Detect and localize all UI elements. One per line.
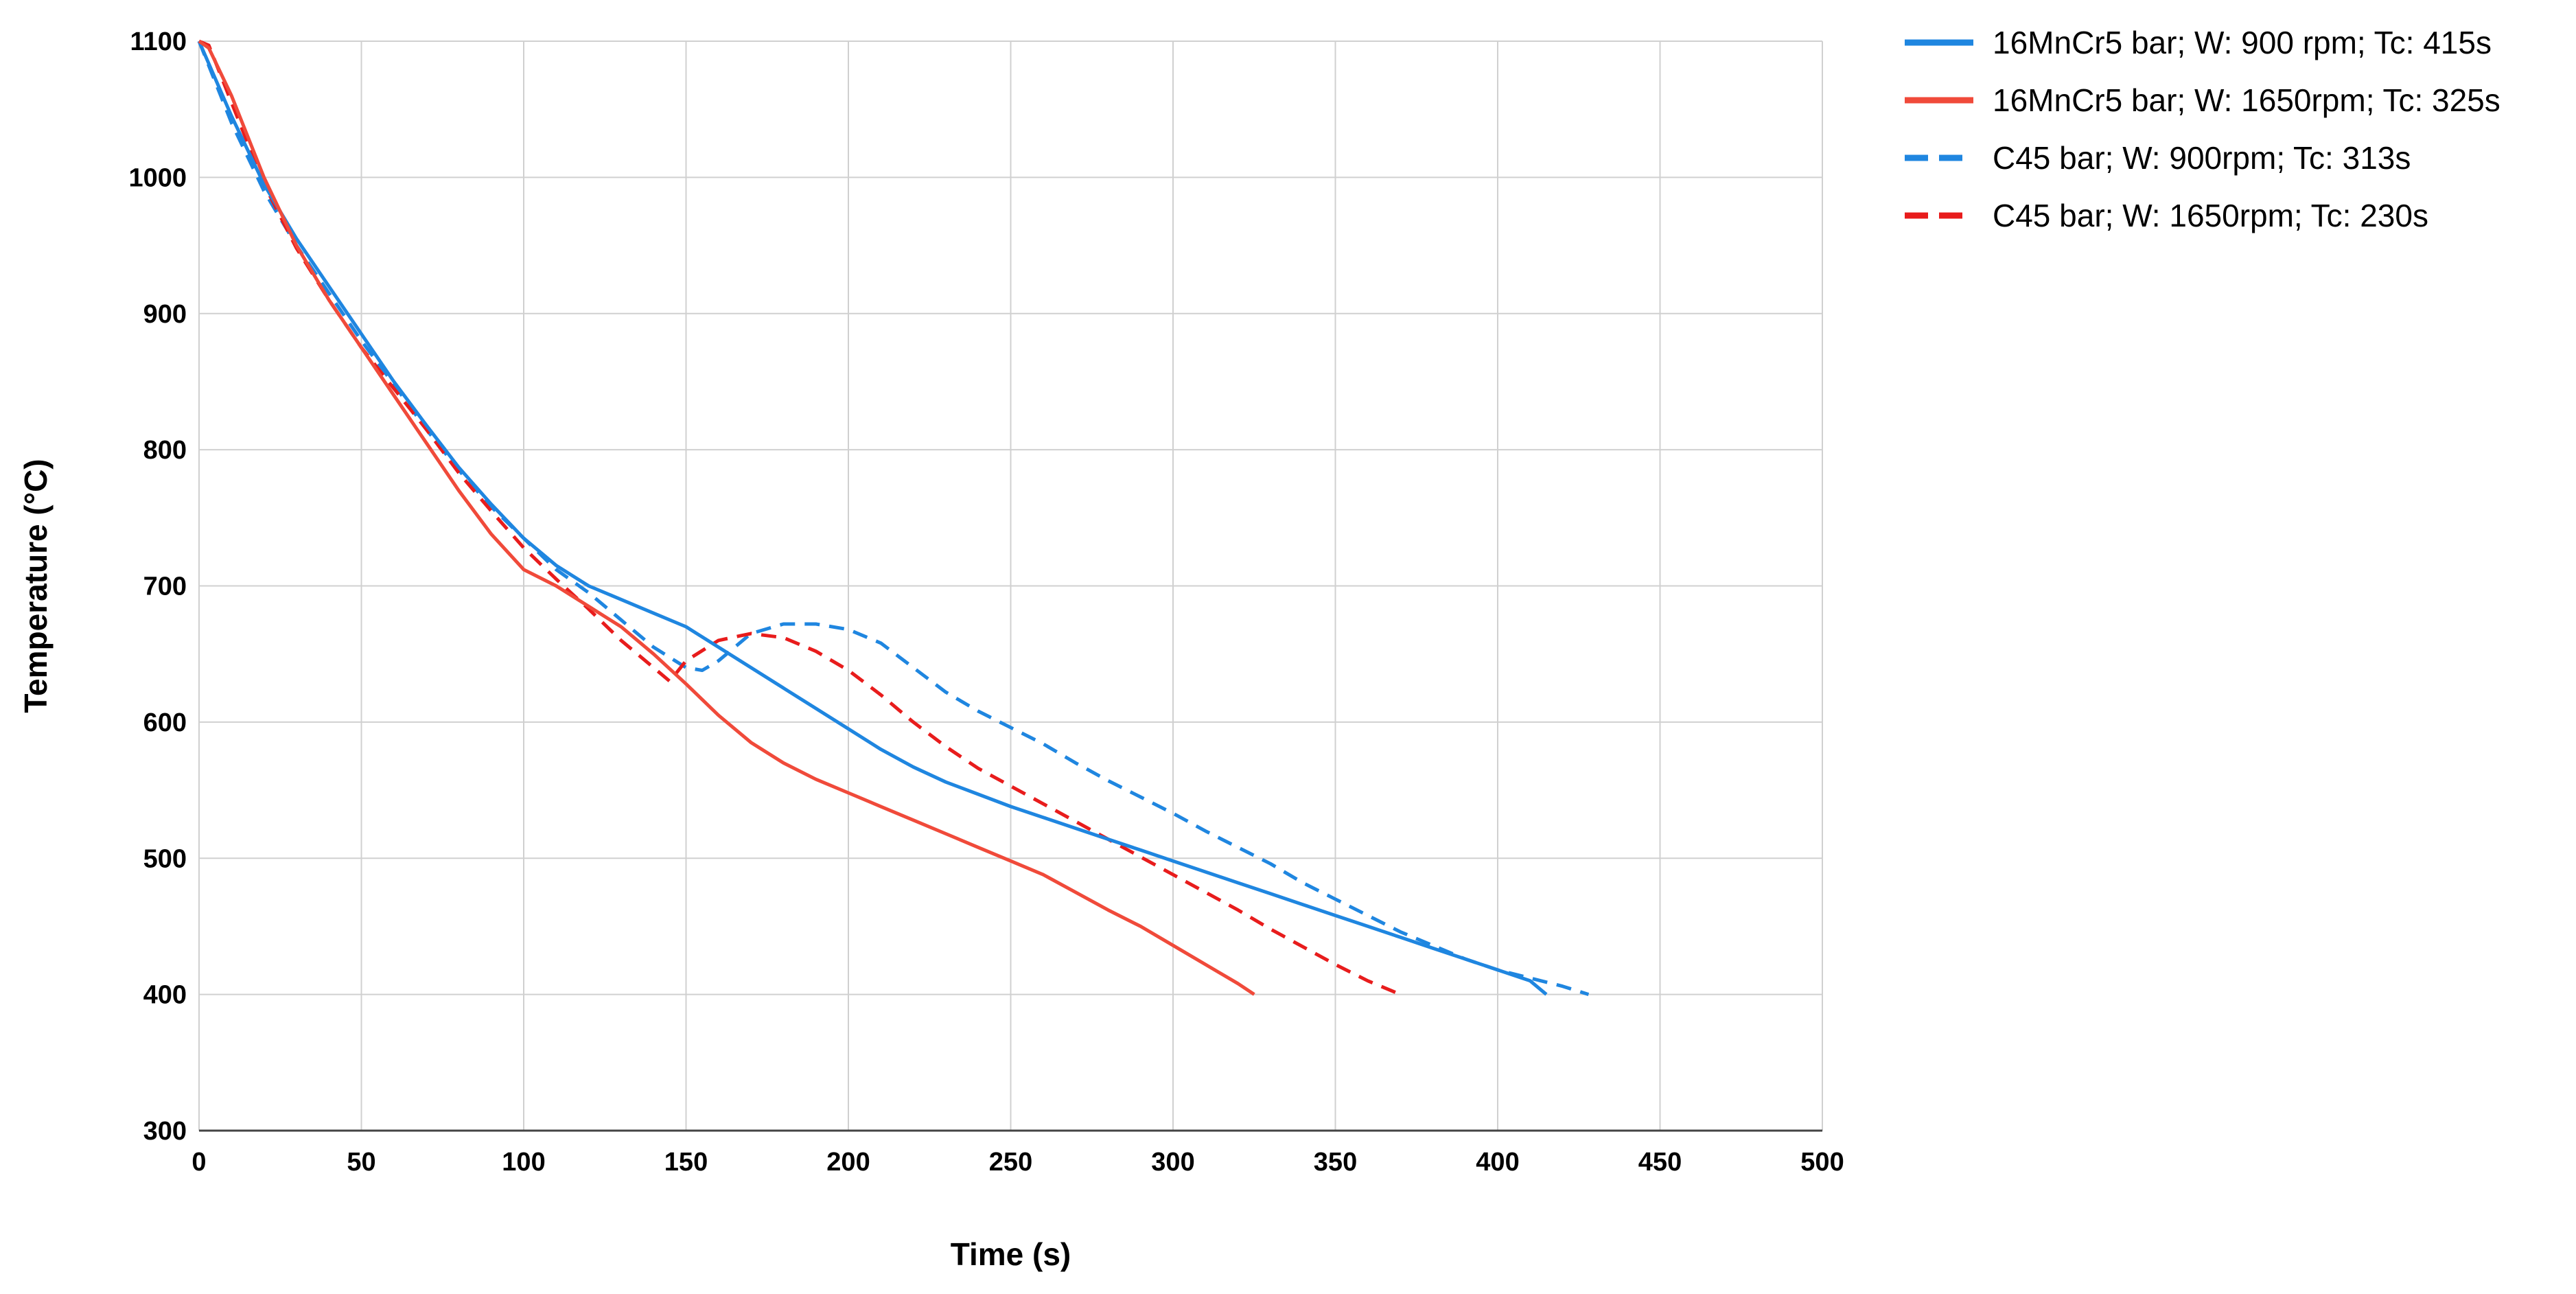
y-axis-title: Temperature (°C) xyxy=(18,459,54,713)
series-line-0 xyxy=(197,41,1548,996)
x-tick-label: 100 xyxy=(502,1148,545,1177)
legend-label-3: C45 bar; W: 1650rpm; Tc: 230s xyxy=(1993,198,2428,233)
x-tick-label: 250 xyxy=(989,1148,1032,1177)
x-tick-label: 0 xyxy=(192,1148,206,1177)
x-tick-label: 350 xyxy=(1314,1148,1357,1177)
x-tick-label: 150 xyxy=(664,1148,708,1177)
y-tick-label: 1100 xyxy=(130,27,187,56)
y-tick-label: 400 xyxy=(143,981,187,1010)
series-line-3 xyxy=(198,39,1402,996)
y-tick-label: 600 xyxy=(143,708,187,737)
y-tick-label: 700 xyxy=(143,573,187,601)
x-tick-label: 200 xyxy=(826,1148,870,1177)
data-series xyxy=(197,39,1590,996)
x-tick-label: 450 xyxy=(1638,1148,1682,1177)
y-tick-label: 800 xyxy=(143,436,187,465)
x-axis-title: Time (s) xyxy=(951,1236,1071,1272)
y-tick-labels: 300 400 500 600 700 800 900 1000 1100 xyxy=(128,27,187,1146)
legend-label-1: 16MnCr5 bar; W: 1650rpm; Tc: 325s xyxy=(1993,82,2500,118)
x-tick-label: 500 xyxy=(1800,1148,1844,1177)
legend-label-2: C45 bar; W: 900rpm; Tc: 313s xyxy=(1993,140,2411,176)
y-tick-label: 1000 xyxy=(128,163,187,192)
legend: 16MnCr5 bar; W: 900 rpm; Tc: 415s 16MnCr5… xyxy=(1905,25,2500,233)
series-line-1 xyxy=(198,39,1255,996)
x-tick-label: 50 xyxy=(347,1148,375,1177)
y-tick-label: 500 xyxy=(143,844,187,873)
x-tick-label: 400 xyxy=(1476,1148,1519,1177)
y-tick-label: 900 xyxy=(143,300,187,329)
y-tick-label: 300 xyxy=(143,1117,187,1146)
x-tick-labels: 0 50 100 150 200 250 300 350 400 450 500 xyxy=(192,1148,1844,1177)
grid-lines xyxy=(198,41,1823,1131)
legend-label-0: 16MnCr5 bar; W: 900 rpm; Tc: 415s xyxy=(1993,25,2492,60)
series-line-2 xyxy=(197,41,1590,996)
x-tick-label: 300 xyxy=(1151,1148,1194,1177)
